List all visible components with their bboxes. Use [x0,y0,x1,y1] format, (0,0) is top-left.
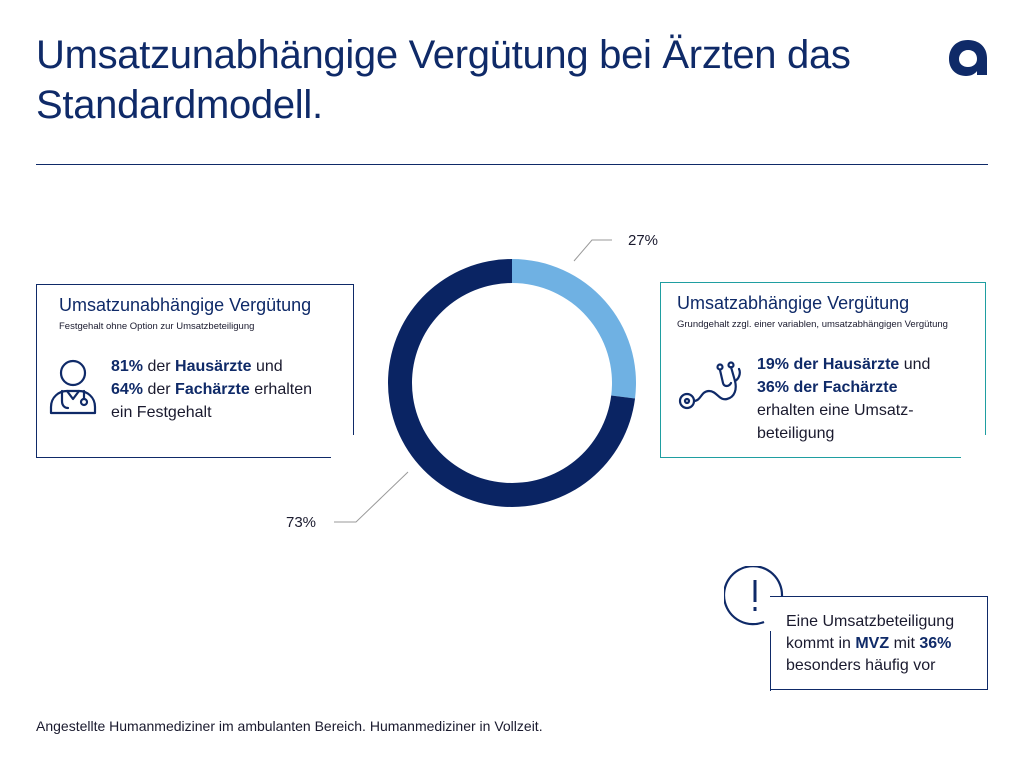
footnote: Angestellte Humanmediziner im ambulanten… [36,718,543,734]
leader-line-73 [334,471,409,523]
doctor-with-stethoscope-icon [49,359,97,415]
page-title-line-1: Umsatzunabhängige Vergütung bei Ärzten d… [36,33,851,77]
mvz-note-line-2: kommt in MVZ mit 36% [786,633,954,655]
fixed-salary-text: 81% der Hausärzte und 64% der Fachärzte … [111,355,312,424]
revenue-share-line-4: beteiligung [757,425,835,442]
revenue-share-line-1: 19% der Hausärzte und [757,353,930,376]
exclamation-icon [724,566,784,626]
fixed-salary-subheading: Festgehalt ohne Option zur Umsatzbeteili… [59,321,255,332]
revenue-share-gp: 19% der Hausärzte [757,356,900,373]
mvz-note-line-2-start: kommt in [786,635,856,652]
page-title: Umsatzunabhängige Vergütung bei Ärzten d… [36,30,916,130]
apo-bank-logo-icon [949,40,987,76]
mvz-note-line-2-mid: mit [889,635,920,652]
donut-slice-27 [512,259,636,399]
mvz-note-line-1: Eine Umsatzbeteiligung [786,613,955,630]
fixed-salary-line-1: 81% der Hausärzte und [111,355,312,378]
fixed-salary-heading: Umsatzunabhängige Vergütung [59,295,312,315]
revenue-share-heading: Umsatzabhängige Vergütung [677,293,910,313]
fixed-salary-line-2-end: erhalten [249,381,313,398]
fixed-salary-line-1-der: der [143,358,176,375]
fixed-salary-specialist-percent: 64% [111,381,144,398]
slice-label-73: 73% [286,514,316,531]
revenue-share-specialist: 36% der Fachärzte [757,379,898,396]
fixed-salary-box: Umsatzunabhängige Vergütung Festgehalt o… [36,284,354,458]
fixed-salary-gp-label: Hausärzte [175,358,252,375]
fixed-salary-gp-percent: 81% [111,358,144,375]
leader-line-27 [573,239,612,262]
mvz-note-box: Eine Umsatzbeteiligung kommt in MVZ mit … [770,596,988,691]
revenue-share-line-2: 36% der Fachärzte [757,376,930,399]
fixed-salary-line-2: 64% der Fachärzte erhalten [111,378,312,401]
mvz-note-text: Eine Umsatzbeteiligung kommt in MVZ mit … [786,611,954,677]
revenue-share-text: 19% der Hausärzte und 36% der Fachärzte … [757,353,930,445]
page-title-line-2: Standardmodell. [36,83,323,127]
fixed-salary-line-3: ein Festgehalt [111,404,212,421]
revenue-share-line-1-end: und [899,356,931,373]
fixed-salary-line-2-der: der [143,381,176,398]
stethoscope-icon [678,361,741,410]
mvz-note-line-3: besonders häufig vor [786,657,936,674]
mvz-note-mvz: MVZ [855,635,890,652]
fixed-salary-specialist-label: Fachärzte [175,381,250,398]
revenue-share-subheading: Grundgehalt zzgl. einer variablen, umsat… [677,319,948,330]
title-divider [36,164,988,165]
mvz-note-percent: 36% [919,635,952,652]
slice-label-27: 27% [628,232,658,249]
revenue-share-box: Umsatzabhängige Vergütung Grundgehalt zz… [660,282,986,458]
fixed-salary-line-1-end: und [251,358,283,375]
revenue-share-line-3: erhalten eine Umsatz- [757,402,914,419]
